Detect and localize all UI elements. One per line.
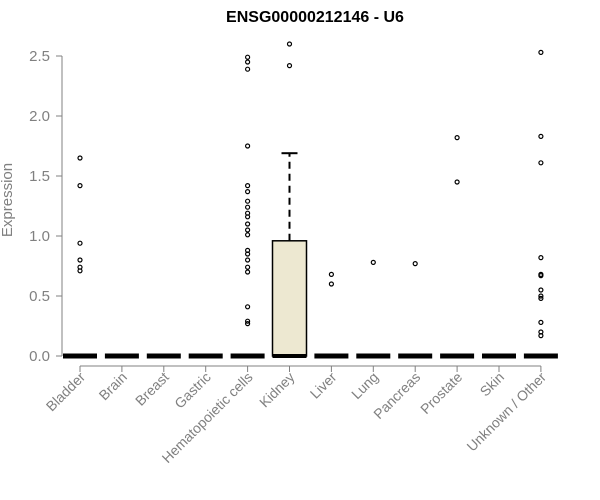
y-tick-label: 1.5 [29, 168, 50, 185]
outlier-point [245, 318, 251, 324]
outlier-point [538, 255, 544, 261]
outlier-point [77, 268, 83, 274]
x-tick-label: Bladder [43, 369, 89, 415]
outlier-point [286, 41, 293, 47]
outlier-point [245, 59, 251, 65]
outlier-point [538, 273, 544, 279]
outlier-point [77, 183, 83, 189]
outlier-point [328, 271, 334, 277]
outlier-point [538, 287, 544, 293]
outlier-point [245, 251, 251, 257]
outlier-point [286, 62, 293, 69]
outlier-point [77, 257, 83, 263]
box-group [63, 155, 97, 359]
box-group [314, 271, 349, 359]
chart-title: ENSG00000212146 - U6 [226, 9, 404, 26]
outlier-point [245, 257, 251, 263]
outlier-point [245, 304, 251, 310]
outlier-point [245, 221, 251, 227]
outlier-point [245, 66, 251, 72]
box-group [271, 41, 308, 358]
outlier-point [77, 155, 83, 161]
box [271, 240, 308, 357]
y-tick-label: 0.5 [29, 288, 50, 305]
outlier-point [454, 179, 460, 185]
outlier-point [538, 319, 544, 325]
outlier-point [77, 240, 83, 246]
x-tick-label: Lung [348, 369, 381, 402]
x-tick-label: Brain [96, 369, 130, 403]
plot-area [63, 41, 558, 359]
outlier-point [538, 160, 544, 166]
y-tick-label: 2.0 [29, 108, 50, 125]
outlier-point [538, 295, 544, 301]
outlier-point [245, 227, 251, 233]
outlier-point [245, 232, 251, 238]
x-tick-label: Pancreas [370, 369, 423, 422]
outlier-point [538, 133, 544, 139]
x-tick-label: Liver [307, 369, 340, 402]
y-tick-label: 1.0 [29, 228, 50, 245]
outlier-point [245, 198, 251, 204]
outlier-point [245, 321, 251, 327]
outlier-point [538, 293, 544, 299]
x-tick-label: Kidney [256, 369, 298, 411]
outlier-point [245, 269, 251, 275]
outlier-point [245, 143, 251, 149]
outlier-point [245, 204, 251, 210]
x-tick-label: Prostate [417, 369, 465, 417]
y-tick-label: 2.5 [29, 48, 50, 65]
outlier-point [245, 264, 251, 270]
y-axis-label: Expression [0, 163, 16, 237]
x-tick-label: Unknown / Other [463, 369, 549, 455]
outlier-point [245, 214, 251, 220]
box-group [356, 259, 391, 359]
box-group [230, 54, 265, 359]
box-group [523, 49, 558, 359]
outlier-point [370, 259, 376, 265]
outlier-point [245, 54, 251, 60]
outlier-point [454, 135, 460, 141]
y-axis: 0.0 0.5 1.0 1.5 2.0 2.5 [29, 48, 63, 365]
box-group [398, 261, 433, 359]
x-tick-label: Breast [132, 369, 172, 409]
y-tick-label: 0.0 [29, 348, 50, 365]
outlier-point [245, 189, 251, 195]
x-tick-label: Skin [477, 369, 508, 400]
outlier-point [538, 333, 544, 339]
outlier-point [412, 261, 418, 267]
outlier-point [328, 281, 334, 287]
outlier-point [538, 49, 544, 56]
box-group [440, 135, 475, 359]
outlier-point [245, 183, 251, 189]
